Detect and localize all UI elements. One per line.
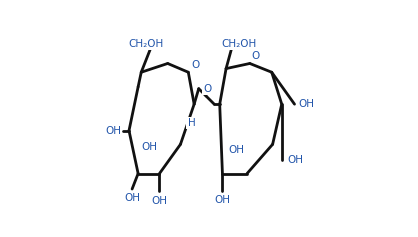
Text: O: O [191,59,199,69]
Text: O: O [203,84,212,94]
Text: CH₂OH: CH₂OH [221,39,257,49]
Text: OH: OH [141,142,158,152]
Text: OH: OH [228,145,244,155]
Text: H: H [188,118,195,128]
Text: OH: OH [124,193,140,203]
Text: CH₂OH: CH₂OH [128,39,163,49]
Text: OH: OH [298,99,314,109]
Text: OH: OH [214,195,230,205]
Text: OH: OH [105,126,121,136]
Text: OH: OH [151,196,168,206]
Text: O: O [252,51,260,61]
Text: OH: OH [287,155,303,165]
